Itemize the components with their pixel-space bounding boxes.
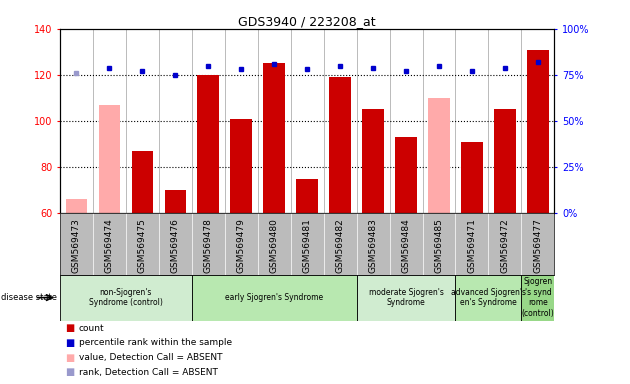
- Text: GSM569475: GSM569475: [138, 218, 147, 273]
- Text: disease state: disease state: [1, 293, 57, 302]
- Bar: [231, 119, 252, 213]
- Text: ■: ■: [65, 367, 74, 377]
- Bar: [395, 137, 417, 213]
- Text: percentile rank within the sample: percentile rank within the sample: [79, 338, 232, 348]
- Text: GSM569483: GSM569483: [369, 218, 377, 273]
- Text: value, Detection Call = ABSENT: value, Detection Call = ABSENT: [79, 353, 222, 362]
- Text: GSM569479: GSM569479: [237, 218, 246, 273]
- FancyBboxPatch shape: [60, 275, 192, 321]
- Text: GSM569478: GSM569478: [203, 218, 213, 273]
- Bar: [66, 199, 87, 213]
- FancyBboxPatch shape: [192, 275, 357, 321]
- Text: GSM569482: GSM569482: [336, 218, 345, 273]
- FancyBboxPatch shape: [357, 275, 455, 321]
- Bar: [428, 98, 450, 213]
- Bar: [296, 179, 318, 213]
- Text: ■: ■: [65, 338, 74, 348]
- Bar: [263, 63, 285, 213]
- Text: rank, Detection Call = ABSENT: rank, Detection Call = ABSENT: [79, 367, 217, 377]
- Text: moderate Sjogren's
Syndrome: moderate Sjogren's Syndrome: [369, 288, 444, 307]
- Bar: [98, 105, 120, 213]
- Bar: [132, 151, 153, 213]
- Title: GDS3940 / 223208_at: GDS3940 / 223208_at: [238, 15, 376, 28]
- Text: count: count: [79, 324, 105, 333]
- Text: advanced Sjogren's
en's Syndrome: advanced Sjogren's en's Syndrome: [451, 288, 526, 307]
- Text: GSM569484: GSM569484: [401, 218, 411, 273]
- FancyBboxPatch shape: [522, 275, 554, 321]
- Text: GSM569473: GSM569473: [72, 218, 81, 273]
- Text: ■: ■: [65, 353, 74, 362]
- Text: GSM569471: GSM569471: [467, 218, 476, 273]
- Text: GSM569477: GSM569477: [534, 218, 542, 273]
- Text: Sjogren
's synd
rome
(control): Sjogren 's synd rome (control): [522, 278, 554, 318]
- Text: GSM569474: GSM569474: [105, 218, 114, 273]
- Text: GSM569481: GSM569481: [302, 218, 312, 273]
- Text: ■: ■: [65, 323, 74, 333]
- Bar: [461, 142, 483, 213]
- Text: early Sjogren's Syndrome: early Sjogren's Syndrome: [225, 293, 323, 302]
- FancyBboxPatch shape: [455, 275, 522, 321]
- Text: GSM569485: GSM569485: [435, 218, 444, 273]
- Bar: [197, 75, 219, 213]
- Text: GSM569480: GSM569480: [270, 218, 278, 273]
- Bar: [527, 50, 549, 213]
- Text: GSM569472: GSM569472: [500, 218, 510, 273]
- Text: GSM569476: GSM569476: [171, 218, 180, 273]
- Bar: [494, 109, 516, 213]
- Bar: [329, 77, 351, 213]
- Bar: [164, 190, 186, 213]
- Text: non-Sjogren's
Syndrome (control): non-Sjogren's Syndrome (control): [89, 288, 163, 307]
- Bar: [362, 109, 384, 213]
